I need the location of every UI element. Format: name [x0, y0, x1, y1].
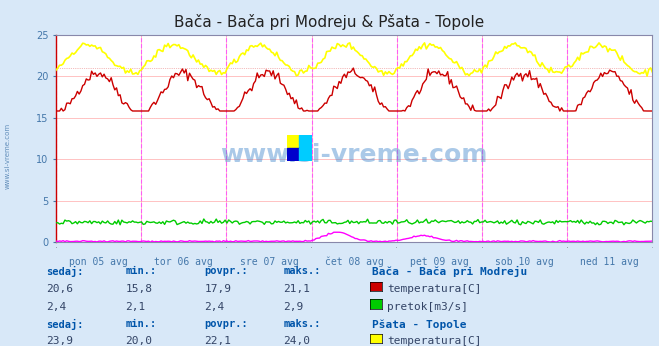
Text: temperatura[C]: temperatura[C] — [387, 336, 482, 346]
Text: 2,4: 2,4 — [46, 302, 67, 312]
Text: povpr.:: povpr.: — [204, 266, 248, 276]
Text: www.si-vreme.com: www.si-vreme.com — [221, 143, 488, 167]
Text: 21,1: 21,1 — [283, 284, 310, 294]
Text: 17,9: 17,9 — [204, 284, 231, 294]
Bar — [287, 135, 299, 148]
Text: temperatura[C]: temperatura[C] — [387, 284, 482, 294]
Bar — [299, 148, 312, 161]
Text: maks.:: maks.: — [283, 319, 321, 329]
Text: čet 08 avg: čet 08 avg — [325, 257, 384, 267]
Text: min.:: min.: — [125, 319, 156, 329]
Text: sob 10 avg: sob 10 avg — [495, 257, 554, 267]
Text: sedaj:: sedaj: — [46, 266, 84, 277]
Text: 2,4: 2,4 — [204, 302, 225, 312]
Text: pretok[m3/s]: pretok[m3/s] — [387, 302, 469, 312]
Text: 22,1: 22,1 — [204, 336, 231, 346]
Text: sedaj:: sedaj: — [46, 319, 84, 330]
Text: maks.:: maks.: — [283, 266, 321, 276]
Text: 2,9: 2,9 — [283, 302, 304, 312]
Text: 20,0: 20,0 — [125, 336, 152, 346]
Text: Bača - Bača pri Modreju: Bača - Bača pri Modreju — [372, 266, 528, 277]
Text: povpr.:: povpr.: — [204, 319, 248, 329]
Text: 20,6: 20,6 — [46, 284, 73, 294]
Text: www.si-vreme.com: www.si-vreme.com — [5, 122, 11, 189]
Text: Pšata - Topole: Pšata - Topole — [372, 319, 467, 329]
Bar — [299, 135, 312, 148]
Text: pon 05 avg: pon 05 avg — [69, 257, 128, 267]
Text: min.:: min.: — [125, 266, 156, 276]
Text: 23,9: 23,9 — [46, 336, 73, 346]
Text: 2,1: 2,1 — [125, 302, 146, 312]
Text: sre 07 avg: sre 07 avg — [240, 257, 299, 267]
Text: 24,0: 24,0 — [283, 336, 310, 346]
Text: Bača - Bača pri Modreju & Pšata - Topole: Bača - Bača pri Modreju & Pšata - Topole — [175, 14, 484, 30]
Text: pet 09 avg: pet 09 avg — [410, 257, 469, 267]
Text: 15,8: 15,8 — [125, 284, 152, 294]
Bar — [287, 148, 299, 161]
Text: ned 11 avg: ned 11 avg — [581, 257, 639, 267]
Text: tor 06 avg: tor 06 avg — [154, 257, 214, 267]
